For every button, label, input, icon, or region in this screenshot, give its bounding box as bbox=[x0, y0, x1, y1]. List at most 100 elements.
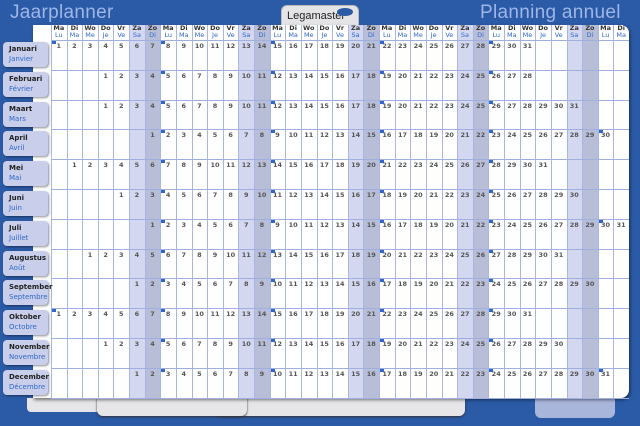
day-cell[interactable]: 13 bbox=[319, 280, 329, 289]
day-cell[interactable]: 12 bbox=[272, 71, 283, 80]
day-cell[interactable]: 17 bbox=[382, 369, 392, 378]
day-cell[interactable]: 17 bbox=[366, 191, 376, 199]
day-cell[interactable]: 12 bbox=[304, 369, 314, 378]
day-cell[interactable]: 30 bbox=[538, 250, 548, 259]
day-cell[interactable]: 5 bbox=[181, 191, 187, 199]
day-cell[interactable]: 16 bbox=[335, 340, 345, 348]
day-cell[interactable]: 9 bbox=[181, 310, 187, 319]
day-cell[interactable]: 21 bbox=[413, 71, 423, 80]
day-cell[interactable]: 19 bbox=[351, 161, 361, 170]
day-cell[interactable]: 24 bbox=[444, 250, 454, 259]
day-cell[interactable]: 22 bbox=[413, 250, 423, 259]
day-cell[interactable]: 24 bbox=[413, 42, 423, 50]
day-cell[interactable]: 3 bbox=[150, 191, 155, 199]
day-cell[interactable]: 27 bbox=[460, 310, 470, 319]
day-cell[interactable]: 10 bbox=[257, 191, 267, 199]
day-cell[interactable]: 25 bbox=[507, 280, 517, 289]
day-cell[interactable]: 3 bbox=[134, 71, 140, 80]
day-cell[interactable]: 7 bbox=[228, 369, 233, 378]
day-cell[interactable]: 1 bbox=[119, 191, 124, 199]
day-cell[interactable]: 14 bbox=[288, 250, 298, 259]
day-cell[interactable]: 2 bbox=[87, 161, 93, 170]
day-cell[interactable]: 15 bbox=[272, 42, 283, 50]
day-cell[interactable]: 26 bbox=[538, 131, 548, 140]
day-cell[interactable]: 25 bbox=[491, 191, 501, 199]
day-cell[interactable]: 21 bbox=[460, 220, 470, 229]
day-cell[interactable]: 23 bbox=[413, 161, 423, 170]
day-cell[interactable]: 3 bbox=[165, 280, 171, 289]
day-cell[interactable]: 20 bbox=[397, 340, 407, 348]
day-cell[interactable]: 22 bbox=[382, 42, 392, 50]
day-cell[interactable]: 9 bbox=[243, 191, 249, 199]
day-cell[interactable]: 21 bbox=[397, 250, 407, 259]
day-cell[interactable]: 10 bbox=[194, 42, 204, 50]
day-cell[interactable]: 13 bbox=[304, 191, 314, 199]
day-cell[interactable]: 17 bbox=[335, 250, 345, 259]
day-cell[interactable]: 1 bbox=[134, 369, 140, 378]
day-cell[interactable]: 20 bbox=[413, 191, 423, 199]
day-cell[interactable]: 11 bbox=[257, 340, 267, 348]
day-cell[interactable]: 26 bbox=[507, 191, 517, 199]
day-cell[interactable]: 21 bbox=[460, 131, 470, 140]
day-cell[interactable]: 21 bbox=[413, 340, 423, 348]
day-cell[interactable]: 13 bbox=[257, 161, 267, 170]
day-cell[interactable]: 20 bbox=[397, 101, 407, 110]
day-cell[interactable]: 4 bbox=[103, 42, 108, 50]
day-cell[interactable]: 27 bbox=[507, 71, 517, 80]
day-cell[interactable]: 5 bbox=[165, 101, 171, 110]
day-cell[interactable]: 30 bbox=[507, 310, 517, 319]
day-cell[interactable]: 12 bbox=[319, 220, 329, 229]
day-cell[interactable]: 29 bbox=[554, 191, 564, 199]
day-cell[interactable]: 8 bbox=[181, 161, 187, 170]
day-cell[interactable]: 16 bbox=[351, 191, 361, 199]
day-cell[interactable]: 10 bbox=[194, 310, 204, 319]
day-cell[interactable]: 30 bbox=[507, 42, 517, 50]
day-cell[interactable]: 23 bbox=[460, 191, 470, 199]
day-cell[interactable]: 28 bbox=[522, 71, 532, 80]
day-cell[interactable]: 13 bbox=[288, 340, 298, 348]
day-cell[interactable]: 23 bbox=[429, 250, 439, 259]
day-cell[interactable]: 21 bbox=[366, 42, 376, 50]
day-cell[interactable]: 14 bbox=[304, 101, 314, 110]
day-cell[interactable]: 22 bbox=[444, 191, 454, 199]
day-cell[interactable]: 4 bbox=[181, 369, 187, 378]
day-cell[interactable]: 20 bbox=[351, 310, 361, 319]
day-cell[interactable]: 9 bbox=[197, 161, 202, 170]
day-cell[interactable]: 14 bbox=[304, 340, 314, 348]
day-cell[interactable]: 13 bbox=[288, 101, 298, 110]
day-cell[interactable]: 28 bbox=[522, 101, 532, 110]
day-cell[interactable]: 1 bbox=[56, 310, 62, 319]
day-cell[interactable]: 24 bbox=[429, 161, 439, 170]
day-cell[interactable]: 31 bbox=[554, 250, 564, 259]
day-cell[interactable]: 5 bbox=[197, 280, 202, 289]
day-cell[interactable]: 11 bbox=[257, 101, 267, 110]
day-cell[interactable]: 2 bbox=[165, 220, 171, 229]
day-cell[interactable]: 23 bbox=[397, 310, 407, 319]
day-cell[interactable]: 2 bbox=[150, 369, 155, 378]
day-cell[interactable]: 24 bbox=[491, 369, 501, 378]
day-cell[interactable]: 15 bbox=[351, 280, 361, 289]
day-cell[interactable]: 13 bbox=[288, 71, 298, 80]
day-cell[interactable]: 12 bbox=[319, 131, 329, 140]
day-cell[interactable]: 11 bbox=[226, 161, 236, 170]
day-cell[interactable]: 10 bbox=[241, 340, 251, 348]
day-cell[interactable]: 17 bbox=[319, 161, 329, 170]
day-cell[interactable]: 20 bbox=[444, 131, 454, 140]
day-cell[interactable]: 7 bbox=[150, 310, 155, 319]
day-cell[interactable]: 2 bbox=[119, 101, 124, 110]
day-cell[interactable]: 22 bbox=[476, 131, 486, 140]
day-cell[interactable]: 6 bbox=[212, 280, 218, 289]
day-cell[interactable]: 24 bbox=[476, 191, 486, 199]
day-cell[interactable]: 17 bbox=[304, 42, 314, 50]
day-cell[interactable]: 9 bbox=[259, 280, 265, 289]
day-cell[interactable]: 15 bbox=[319, 340, 329, 348]
day-cell[interactable]: 31 bbox=[538, 161, 548, 170]
day-cell[interactable]: 11 bbox=[304, 131, 314, 140]
day-cell[interactable]: 5 bbox=[134, 161, 140, 170]
day-cell[interactable]: 16 bbox=[382, 131, 392, 140]
day-cell[interactable]: 5 bbox=[197, 369, 202, 378]
day-cell[interactable]: 16 bbox=[304, 161, 314, 170]
day-cell[interactable]: 11 bbox=[210, 42, 220, 50]
day-cell[interactable]: 18 bbox=[413, 220, 423, 229]
day-cell[interactable]: 9 bbox=[259, 369, 265, 378]
